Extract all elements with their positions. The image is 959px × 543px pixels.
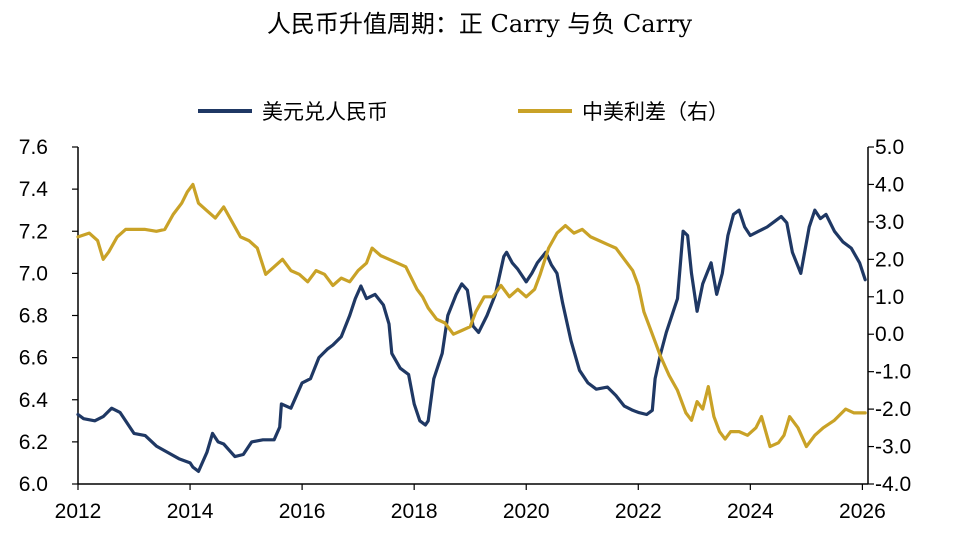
- right-y-tick-label: -3.0: [875, 436, 911, 459]
- x-tick-label: 2018: [391, 500, 438, 523]
- right-y-tick-label: -4.0: [875, 473, 911, 496]
- right-y-tick-label: 0.0: [875, 323, 904, 346]
- right-y-tick-label: -2.0: [875, 398, 911, 421]
- right-y-tick-label: -1.0: [875, 361, 911, 384]
- legend-label-usdcny: 美元兑人民币: [262, 100, 388, 124]
- left-y-tick-label: 7.6: [19, 136, 48, 159]
- right-y-tick-label: 5.0: [875, 136, 904, 159]
- chart-title: 人民币升值周期：正 Carry 与负 Carry: [266, 10, 693, 38]
- legend: 美元兑人民币 中美利差（右）: [198, 100, 729, 124]
- axes: 6.0 6.2 6.4 6.6 6.8 7.0 7.2 7.4 7.6 -4.0 -3.0 -2.0 -…: [19, 136, 911, 523]
- x-tick-label: 2024: [727, 500, 774, 523]
- legend-label-rate-spread: 中美利差（右）: [582, 100, 729, 124]
- x-tick-label: 2014: [167, 500, 214, 523]
- left-y-tick-label: 6.6: [19, 347, 48, 370]
- right-y-tick-label: 2.0: [875, 248, 904, 271]
- left-y-tick-label: 6.4: [19, 389, 49, 412]
- left-y-tick-label: 7.0: [19, 262, 48, 285]
- left-y-tick-label: 6.8: [19, 305, 48, 328]
- x-tick-label: 2012: [55, 500, 102, 523]
- left-y-tick-label: 6.2: [19, 431, 48, 454]
- x-tick-label: 2026: [839, 500, 886, 523]
- series-lines: [76, 182, 867, 473]
- right-y-tick-label: 4.0: [875, 173, 904, 196]
- left-y-tick-label: 7.4: [19, 178, 49, 201]
- right-y-tick-label: 1.0: [875, 286, 904, 309]
- left-y-tick-label: 7.2: [19, 220, 48, 243]
- x-tick-label: 2022: [615, 500, 662, 523]
- left-y-tick-label: 6.0: [19, 473, 48, 496]
- x-tick-label: 2020: [503, 500, 550, 523]
- series-line-usdcny: [76, 208, 867, 473]
- x-tick-label: 2016: [279, 500, 326, 523]
- right-y-tick-label: 3.0: [875, 211, 904, 234]
- series-line-rate-spread: [76, 182, 867, 449]
